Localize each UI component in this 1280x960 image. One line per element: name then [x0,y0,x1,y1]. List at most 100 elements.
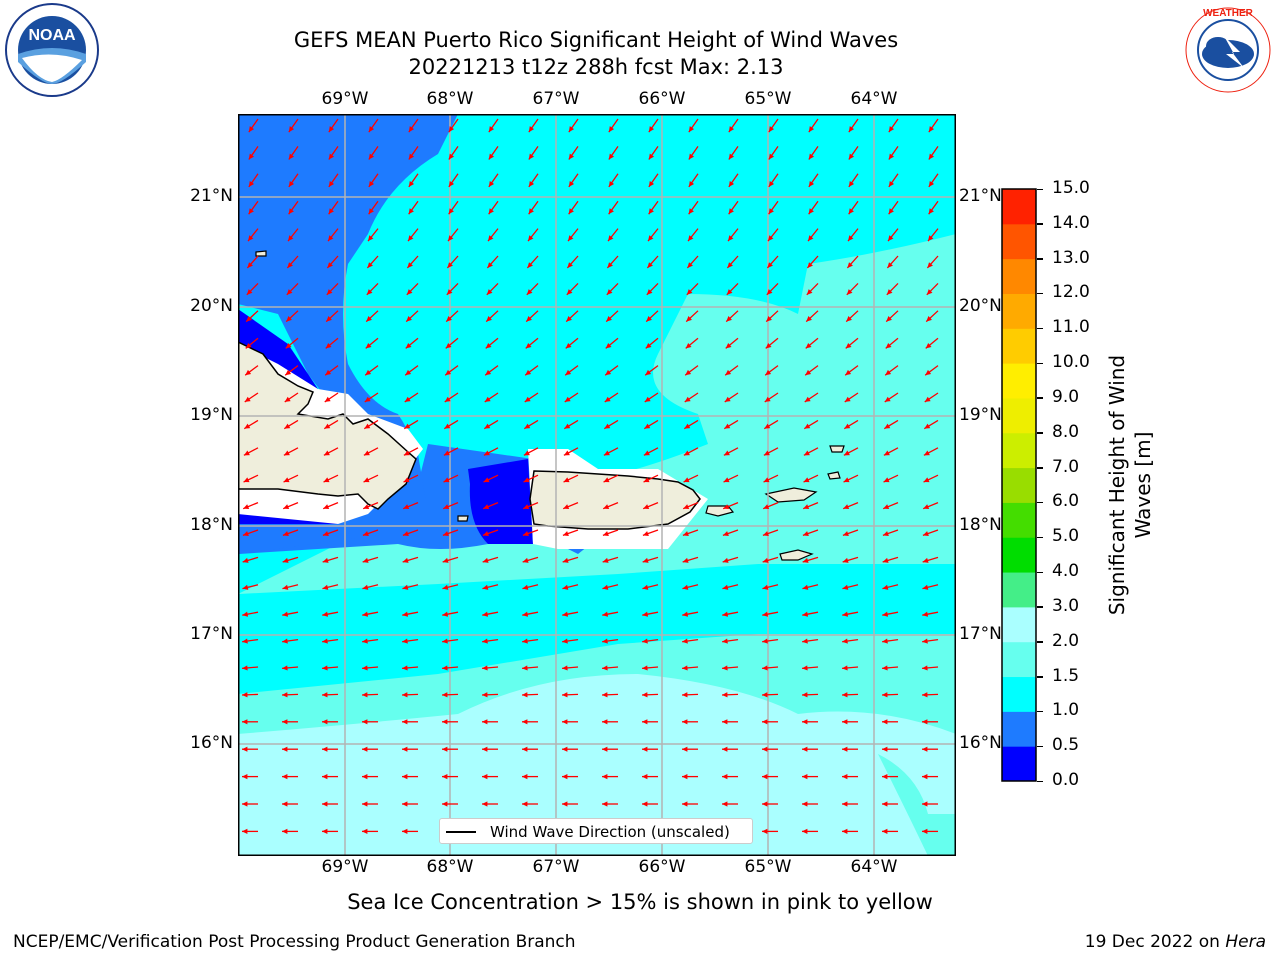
wind-arrow [802,773,818,780]
colorbar-tick-label: 5.0 [1052,526,1080,547]
wind-arrow [446,255,459,269]
wind-arrow [242,556,259,563]
wind-arrow [405,337,419,349]
lon-label-top: 65°W [744,89,792,109]
wind-arrow [885,337,899,349]
lon-label-bottom: 69°W [321,857,369,877]
wind-arrow [802,501,819,510]
wind-arrow [282,801,298,807]
lat-label-right: 20°N [959,296,1002,316]
wind-arrow [643,474,659,483]
wind-arrow [764,392,779,403]
wind-arrow [562,773,578,780]
wind-arrow [926,282,939,296]
wind-arrow [882,665,899,671]
wind-arrow [285,337,299,349]
wind-arrow [445,310,459,323]
wind-arrow [243,474,259,483]
wind-arrow [645,310,659,323]
wind-arrow [768,200,779,215]
wind-arrow [762,801,778,807]
wind-arrow [843,447,859,456]
lon-label-bottom: 64°W [850,857,898,877]
wind-arrow [363,474,379,483]
wind-arrow [366,282,379,296]
wind-arrow [242,501,259,510]
noaa-logo-text: NOAA [28,27,76,44]
wind-arrow [682,773,698,780]
wind-arrow [448,173,459,188]
wind-arrow [642,638,659,644]
lon-label-top: 68°W [426,89,474,109]
wind-arrow [883,419,899,430]
wind-arrow [802,529,819,536]
wind-arrow [602,719,618,725]
wind-arrow [562,638,579,644]
wind-arrow [808,146,819,160]
wind-arrow [922,556,939,563]
wind-arrow [921,692,939,698]
lon-label-top: 69°W [321,89,369,109]
wind-arrow [765,310,779,323]
wind-arrow [483,474,499,483]
wind-arrow [805,337,819,349]
wind-arrow [768,146,779,160]
legend-line-swatch [446,831,476,833]
wind-arrow [482,501,499,510]
wind-arrow [762,501,779,510]
colorbar-tick-mark [1037,432,1043,434]
wind-arrow [722,556,739,563]
wind-arrow [562,584,579,590]
wind-arrow [362,665,379,671]
wind-arrow [682,665,699,671]
legend-label: Wind Wave Direction (unscaled) [490,823,730,841]
wind-arrow [488,173,499,188]
wind-arrow [648,173,659,188]
wind-arrow [363,419,379,430]
wind-arrow [842,501,859,510]
wind-arrow [642,801,658,807]
wind-arrow [326,255,339,269]
wind-arrow [725,337,739,349]
lat-label-right: 19°N [959,405,1002,425]
wind-arrow [602,773,618,780]
wind-arrow [366,255,379,269]
wind-arrow [282,611,299,617]
wind-arrow [687,228,699,242]
lon-label-bottom: 65°W [744,857,792,877]
wind-arrow [803,447,819,456]
wind-arrow [884,365,899,376]
wind-arrow [442,584,459,590]
wind-arrow [482,529,499,536]
wind-arrow [282,501,299,510]
wind-arrow [688,146,699,160]
wind-arrow [401,692,419,698]
wind-arrow [528,200,539,215]
wind-arrow [763,419,779,430]
sea-ice-note: Sea Ice Concentration > 15% is shown in … [347,890,933,914]
wind-arrow [562,611,579,617]
wind-arrow [282,719,298,725]
wind-arrow [443,419,459,430]
wind-arrow [844,392,859,403]
wind-arrow [484,365,499,376]
colorbar-tick-label: 1.5 [1052,665,1080,686]
wind-arrow [682,556,699,563]
wind-arrow [603,474,619,483]
wind-arrow [841,692,859,698]
colorbar-swatch [1002,711,1036,747]
wind-arrow [528,173,539,188]
wind-arrow [487,228,499,242]
wind-arrow [924,365,939,376]
wind-arrow [925,310,939,323]
wind-arrow [362,828,378,835]
wind-arrow [888,173,899,188]
wind-arrow [922,719,938,725]
lon-label-bottom: 66°W [638,857,686,877]
wind-arrow [766,282,779,296]
lon-label-bottom: 68°W [426,857,474,877]
wind-arrow [362,529,379,536]
wind-arrow [768,118,779,133]
wind-arrow [842,556,859,563]
wind-wave-direction-arrows [241,118,939,835]
